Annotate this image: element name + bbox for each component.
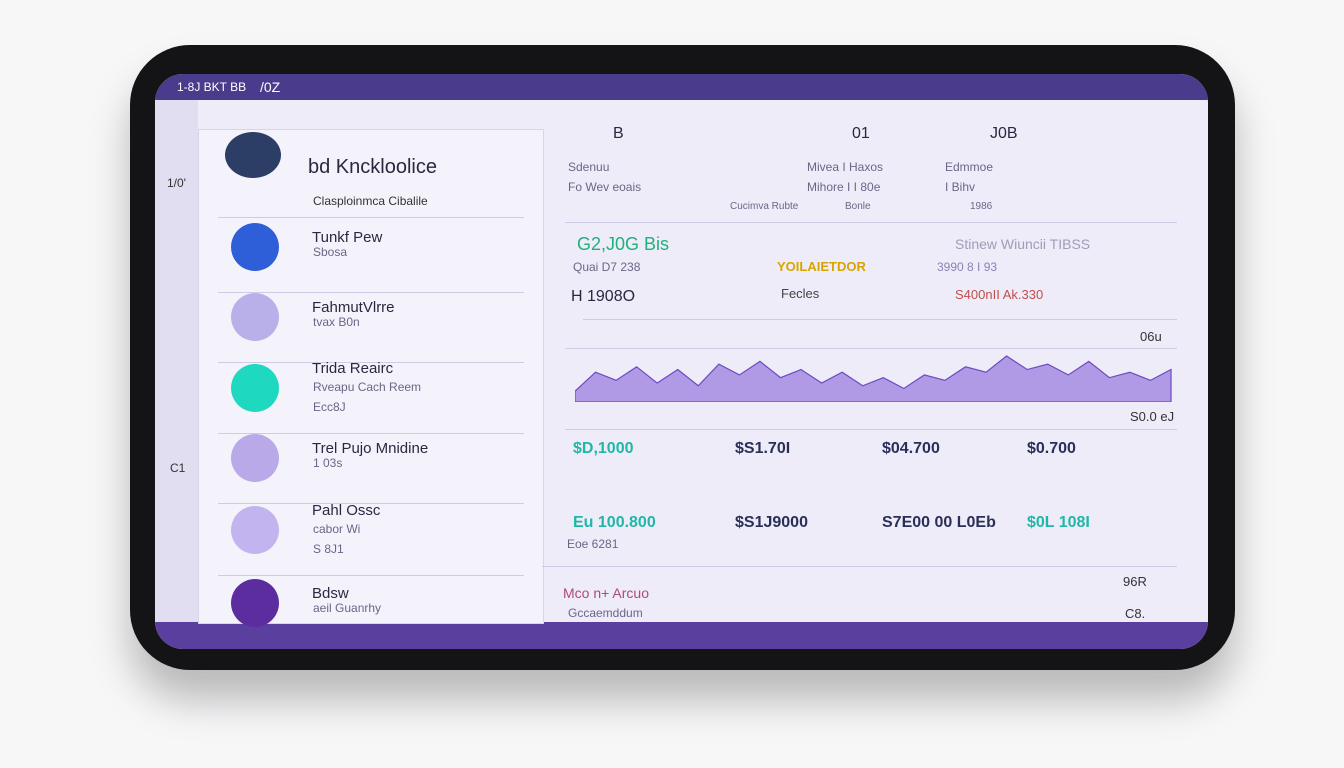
- sparkline-area: [575, 355, 1172, 402]
- row-value: $0.700: [1027, 440, 1076, 457]
- divider: [218, 575, 524, 576]
- footer-r2: C8.: [1125, 606, 1146, 621]
- row-sub: Eoe 6281: [567, 537, 619, 551]
- avatar: [231, 579, 279, 627]
- avatar: [231, 364, 279, 412]
- column-line: Fo Wev eoais: [568, 180, 642, 194]
- divider: [565, 222, 1177, 223]
- row-value: $S1.70I: [735, 440, 791, 457]
- bottom-bar: [155, 622, 1208, 649]
- item-title: Trel Pujo Mnidine: [312, 440, 429, 457]
- rate: 3990 8 I 93: [937, 260, 998, 274]
- status-bar: [155, 74, 1208, 100]
- tag2: Stinew Wiuncii TIBSS: [955, 236, 1091, 252]
- column-footer: Bonle: [845, 201, 871, 212]
- avatar: [231, 434, 279, 482]
- chart-bottom-label: S0.0 eJ: [1130, 409, 1175, 424]
- alert: S400nII Ak.330: [955, 287, 1044, 302]
- brand: bd Knckloolice: [308, 156, 437, 178]
- amount: G2,J0G Bis: [577, 234, 670, 254]
- chart-top-label: 06u: [1140, 329, 1162, 344]
- column-line: Mivea I Haxos: [807, 160, 884, 174]
- item-meta: Ecc8J: [313, 400, 346, 414]
- item-sub: cabor Wi: [313, 522, 361, 536]
- logo: [225, 132, 281, 178]
- item-sub: 1 03s: [313, 456, 343, 470]
- tag: YOILAIETDOR: [777, 259, 866, 274]
- column-head: B: [613, 125, 624, 142]
- item-sub: Rveapu Cach Reem: [313, 380, 422, 394]
- item-meta: S 8J1: [313, 542, 344, 556]
- item-title: Trida Reairc: [312, 360, 394, 377]
- sparkline: [575, 355, 1172, 402]
- divider: [218, 433, 524, 434]
- divider: [218, 362, 524, 363]
- footer-left: Mco n+ Arcuo: [563, 585, 649, 601]
- item-title: FahmutVlrre: [312, 299, 395, 316]
- row-value: $S1J9000: [735, 514, 808, 531]
- column-line: I Bihv: [945, 180, 976, 194]
- row-value: Eu 100.800: [573, 514, 656, 531]
- divider: [218, 503, 524, 504]
- item-title: Pahl Ossc: [312, 502, 381, 519]
- row-value: $D,1000: [573, 440, 634, 457]
- column-line: Mihore I I 80e: [807, 180, 881, 194]
- amount-sub: Quai D7 238: [573, 260, 641, 274]
- divider: [218, 217, 524, 218]
- avatar: [231, 293, 279, 341]
- column-line: Edmmoe: [945, 160, 994, 174]
- item-sub: Sbosa: [313, 245, 348, 259]
- column-head: 01: [852, 125, 870, 142]
- item-title: Tunkf Pew: [312, 229, 383, 246]
- status-time: 1-8J BKT BB: [177, 80, 247, 94]
- screen: 1-8J BKT BB /0Z 1/0' C1 bd Knckloolice C…: [155, 74, 1208, 649]
- divider: [583, 319, 1177, 320]
- divider: [542, 566, 1177, 567]
- divider: [565, 429, 1177, 430]
- sidebar-label: 1/0': [167, 176, 186, 190]
- sidebar: [155, 100, 198, 622]
- row-value: $04.700: [882, 440, 940, 457]
- subtitle: Clasploinmca Cibalile: [313, 194, 428, 208]
- item-sub: tvax B0n: [313, 315, 360, 329]
- divider: [565, 348, 1177, 349]
- column-footer: 1986: [970, 201, 993, 212]
- avatar: [231, 506, 279, 554]
- footer-left-sub: Gccaemddum: [568, 606, 643, 620]
- row-value: $0L 108I: [1027, 514, 1090, 531]
- sidebar-label: C1: [170, 461, 186, 475]
- label: Fecles: [781, 286, 820, 301]
- column-line: Sdenuu: [568, 160, 610, 174]
- row-value: S7E00 00 L0Eb: [882, 514, 996, 531]
- footer-r1: 96R: [1123, 574, 1147, 589]
- divider: [218, 292, 524, 293]
- count: H 1908O: [571, 288, 636, 305]
- item-title: Bdsw: [312, 585, 349, 602]
- column-footer: Cucimva Rubte: [730, 201, 799, 212]
- avatar: [231, 223, 279, 271]
- status-center: /0Z: [260, 79, 281, 95]
- item-sub: aeil Guanrhy: [313, 601, 382, 615]
- column-head: J0B: [990, 125, 1018, 142]
